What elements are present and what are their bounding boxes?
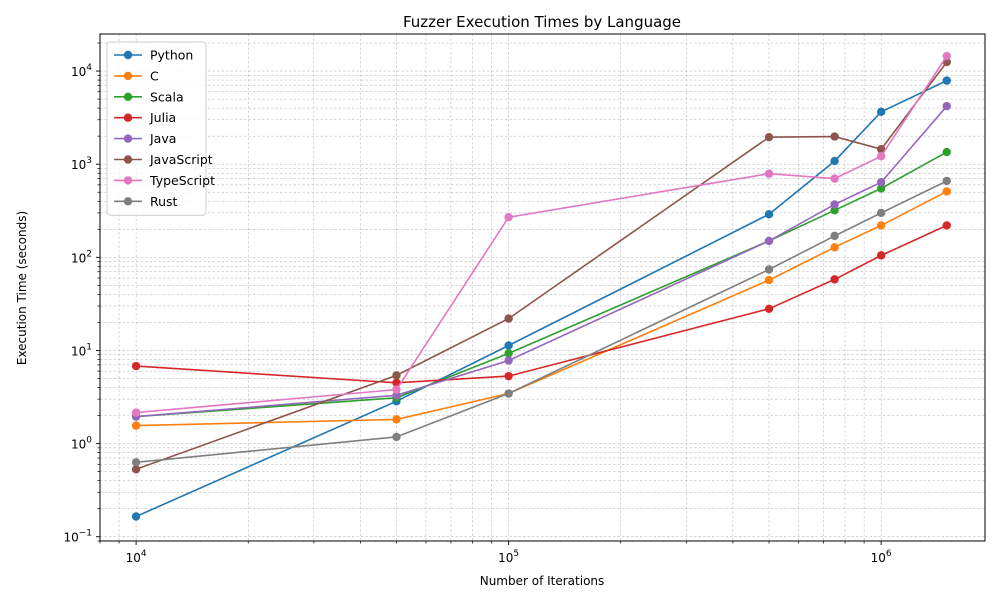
plot-series: [131, 51, 951, 521]
series-line-rust: [136, 180, 948, 464]
legend-swatch-marker: [123, 71, 133, 81]
data-point-rust: [876, 208, 886, 218]
legend-label-python: Python: [150, 48, 193, 63]
data-point-c: [131, 421, 141, 430]
data-point-python: [764, 210, 774, 219]
legend-swatch-marker: [123, 113, 133, 122]
data-point-scala: [876, 184, 886, 193]
data-point-rust: [764, 265, 774, 274]
x-tick-label: 104: [126, 549, 147, 565]
legend-box: [106, 41, 207, 216]
data-point-javascript: [504, 314, 513, 323]
data-point-rust: [504, 389, 513, 398]
y-tick-label: 102: [71, 249, 92, 265]
y-axis-label: Execution Time (seconds): [15, 211, 29, 365]
data-point-java: [830, 200, 839, 209]
legend-swatch-marker: [123, 50, 133, 60]
series-line-julia: [136, 224, 948, 384]
legend-label-scala: Scala: [150, 89, 184, 104]
chart-title: Fuzzer Execution Times by Language: [403, 13, 681, 31]
legend-label-julia: Julia: [149, 110, 176, 125]
legend-swatch-marker: [123, 92, 133, 102]
data-point-javascript: [764, 132, 774, 142]
data-point-julia: [392, 378, 401, 387]
legend-swatch-marker: [123, 134, 133, 143]
legend-label-java: Java: [149, 131, 176, 146]
data-point-c: [392, 415, 401, 424]
data-point-typescript: [830, 174, 839, 183]
data-point-scala: [504, 349, 513, 358]
data-point-typescript: [764, 169, 774, 178]
data-point-python: [876, 107, 886, 117]
data-point-javascript: [830, 132, 839, 141]
axis-ticks: 104 105 106 10−1 100 101 102 103 104: [63, 42, 892, 565]
x-tick-label: 106: [871, 549, 892, 565]
data-point-javascript: [876, 144, 886, 154]
data-point-typescript: [504, 212, 513, 222]
data-point-java: [942, 101, 951, 111]
legend-label-typescript: TypeScript: [149, 173, 215, 188]
y-tick-label: 104: [71, 63, 92, 79]
x-axis-label: Number of Iterations: [480, 574, 605, 588]
data-point-python: [942, 76, 951, 85]
data-point-python: [830, 156, 839, 166]
data-point-javascript: [392, 371, 401, 380]
data-point-typescript: [392, 385, 401, 394]
legend-label-javascript: JavaScript: [149, 152, 213, 167]
data-point-scala: [942, 147, 951, 157]
data-point-julia: [942, 221, 951, 230]
data-point-typescript: [876, 151, 886, 161]
data-point-java: [876, 178, 886, 187]
data-point-rust: [942, 176, 951, 186]
legend: Python C Scala Julia Java JavaScript TypeScrip…: [106, 41, 215, 216]
data-point-julia: [764, 304, 774, 314]
y-tick-label: 10−1: [63, 529, 92, 545]
data-point-c: [830, 243, 839, 252]
data-point-c: [876, 221, 886, 230]
grid: [99, 34, 985, 542]
x-tick-label: 105: [498, 549, 519, 565]
data-point-python: [131, 512, 141, 521]
data-point-julia: [504, 371, 513, 381]
plot-frame: [99, 33, 986, 542]
data-point-julia: [131, 361, 141, 371]
data-point-c: [942, 187, 951, 196]
legend-label-rust: Rust: [150, 194, 178, 209]
data-point-julia: [830, 275, 839, 284]
data-point-scala: [830, 206, 839, 215]
y-tick-label: 103: [71, 156, 92, 172]
data-point-javascript: [131, 465, 141, 474]
y-tick-label: 100: [71, 436, 92, 452]
data-point-java: [764, 236, 774, 246]
legend-swatch-marker: [123, 155, 133, 164]
y-tick-label: 101: [71, 342, 92, 358]
legend-swatch-marker: [123, 176, 133, 185]
data-point-rust: [131, 458, 141, 467]
data-point-rust: [830, 231, 839, 241]
data-point-python: [504, 341, 513, 350]
data-point-typescript: [942, 51, 951, 61]
series-line-typescript: [136, 55, 948, 414]
data-point-typescript: [131, 408, 141, 417]
data-point-julia: [876, 251, 886, 260]
legend-swatch-marker: [123, 197, 133, 206]
data-point-c: [764, 275, 774, 285]
series-line-c: [136, 190, 948, 427]
data-point-java: [504, 356, 513, 365]
data-point-rust: [392, 432, 401, 442]
legend-label-c: C: [150, 68, 159, 83]
